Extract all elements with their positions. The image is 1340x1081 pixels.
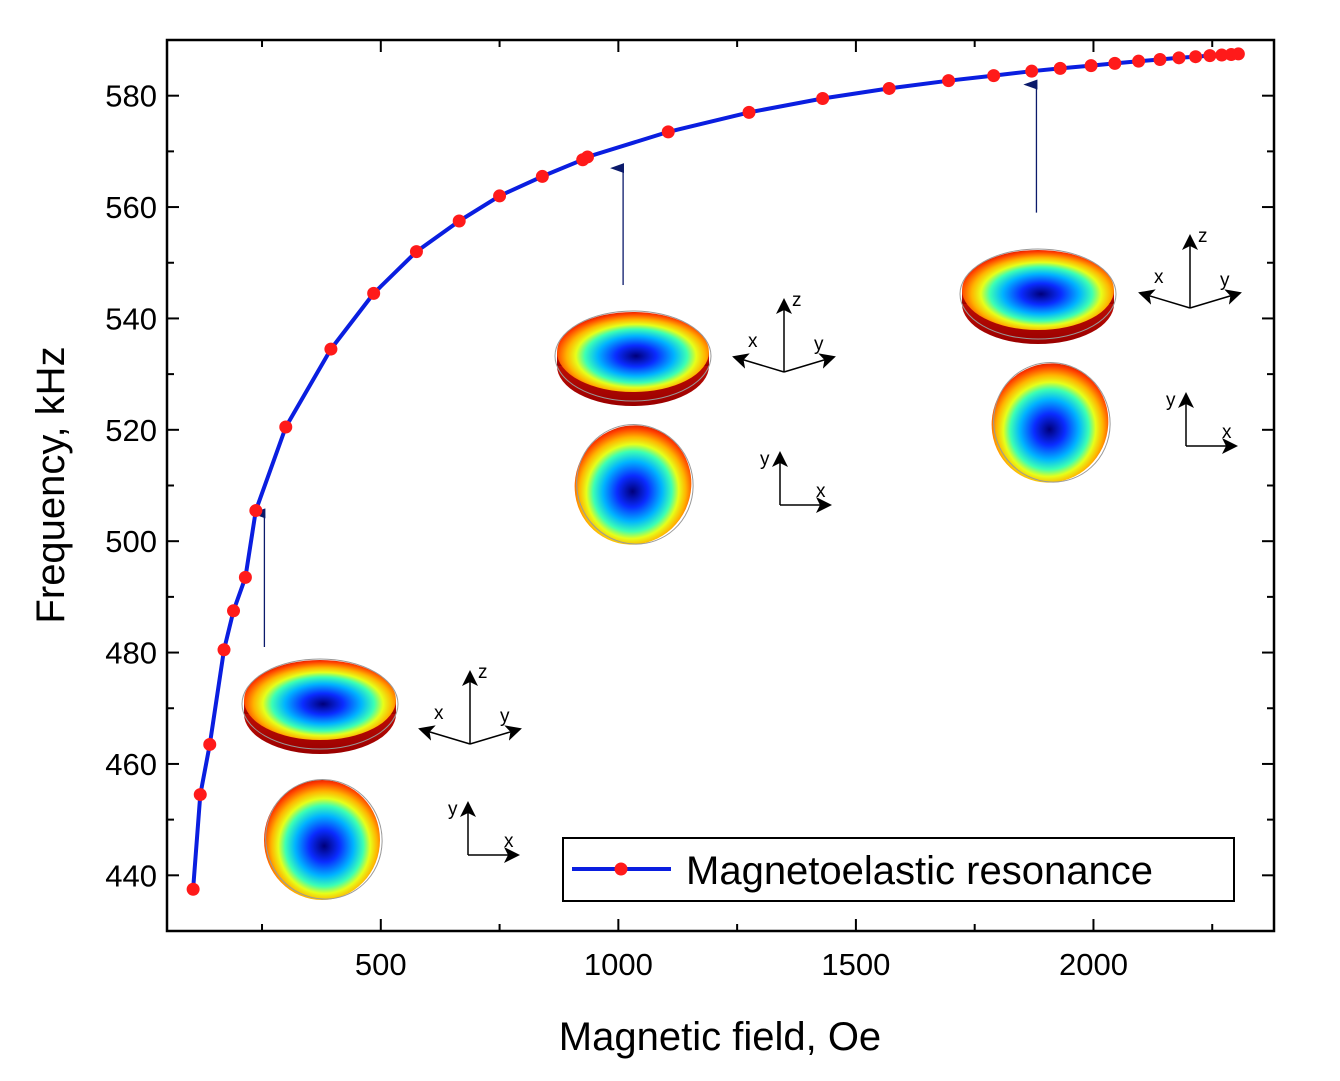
plane-y-label: y [448, 799, 458, 820]
data-point [238, 570, 252, 584]
data-point [1108, 56, 1122, 70]
data-point [452, 214, 466, 228]
data-point [1215, 48, 1229, 62]
data-point [987, 69, 1001, 83]
data-point [217, 643, 231, 657]
triad-z-label: z [478, 662, 488, 683]
data-point [1231, 47, 1245, 61]
data-point [1025, 64, 1039, 78]
plane-y-label: y [760, 449, 770, 470]
data-point [186, 882, 200, 896]
data-point [1084, 59, 1098, 73]
data-point [1053, 61, 1067, 75]
series-layer [186, 47, 1245, 896]
top-view-shape [574, 425, 692, 545]
triad-z-label: z [1198, 226, 1208, 247]
disk-top-face [557, 312, 709, 392]
data-point [279, 420, 293, 434]
plot-frame [165, 38, 1276, 933]
tick-labels: 500 1000 1500 2000 440 460 480 500 520 540 560 580 [105, 79, 1128, 982]
data-point [535, 169, 549, 183]
data-point [367, 286, 381, 300]
y-tick-label: 480 [105, 636, 157, 671]
mode-shape-annotations: x y z y x x y z y x x y z y x [241, 79, 1242, 900]
y-tick-label: 580 [105, 79, 157, 114]
data-point [409, 245, 423, 259]
disk-outline [959, 248, 1117, 340]
triad-y-label: y [814, 334, 824, 355]
y-axis-title: Frequency, kHz [29, 346, 73, 623]
disk-top-face [244, 660, 396, 740]
triad-x-label: x [748, 331, 758, 352]
x-tick-label: 1500 [821, 947, 890, 982]
y-tick-label: 440 [105, 858, 157, 893]
disk-outline [554, 310, 712, 402]
data-point [742, 105, 756, 119]
top-view-shape [264, 780, 380, 900]
plane-x-label: x [1222, 422, 1232, 443]
data-point [942, 74, 956, 88]
top-view-shape [991, 363, 1109, 483]
x-axis-title: Magnetic field, Oe [559, 1015, 881, 1059]
triad-x-label: x [1154, 267, 1164, 288]
plane-x-label: x [816, 481, 826, 502]
data-point [1172, 51, 1186, 65]
top-view-outline [993, 362, 1111, 483]
data-point [493, 189, 507, 203]
data-point [580, 150, 594, 164]
triad-y-label: y [1220, 270, 1230, 291]
triad-y-axis [783, 353, 836, 373]
x-tick-label: 1000 [584, 947, 653, 982]
series-line [191, 51, 1239, 890]
y-tick-label: 540 [105, 301, 157, 336]
triad-z-label: z [792, 290, 802, 311]
triad-y-axis [469, 725, 522, 745]
legend-label: Magnetoelastic resonance [686, 849, 1153, 893]
top-view-outline [265, 779, 383, 900]
data-point [661, 125, 675, 139]
y-tick-label: 520 [105, 413, 157, 448]
triad-x-axis [732, 353, 785, 373]
data-point [227, 604, 241, 618]
legend-marker [614, 862, 628, 876]
data-point [324, 342, 338, 356]
disk-top-face [962, 250, 1114, 330]
data-point [1189, 50, 1203, 64]
data-point [193, 788, 207, 802]
x-tick-label: 2000 [1059, 947, 1128, 982]
y-tick-label: 560 [105, 190, 157, 225]
triad-y-axis [1189, 289, 1242, 309]
disk-outline [241, 658, 399, 750]
data-point [1153, 52, 1167, 66]
plane-y-label: y [1166, 390, 1176, 411]
plane-x-label: x [504, 831, 514, 852]
legend: Magnetoelastic resonance [562, 837, 1235, 902]
data-point [1132, 54, 1146, 68]
y-tick-label: 460 [105, 747, 157, 782]
data-point [249, 504, 263, 518]
triad-y-label: y [500, 706, 510, 727]
y-tick-label: 500 [105, 524, 157, 559]
triad-x-label: x [434, 703, 444, 724]
top-view-outline [576, 424, 694, 545]
data-point [816, 91, 830, 105]
data-point [882, 81, 896, 95]
triad-x-axis [1138, 289, 1191, 309]
legend-box [562, 837, 1235, 902]
triad-x-axis [418, 725, 471, 745]
x-tick-label: 500 [355, 947, 407, 982]
data-point [203, 737, 217, 751]
data-point [1203, 49, 1217, 63]
